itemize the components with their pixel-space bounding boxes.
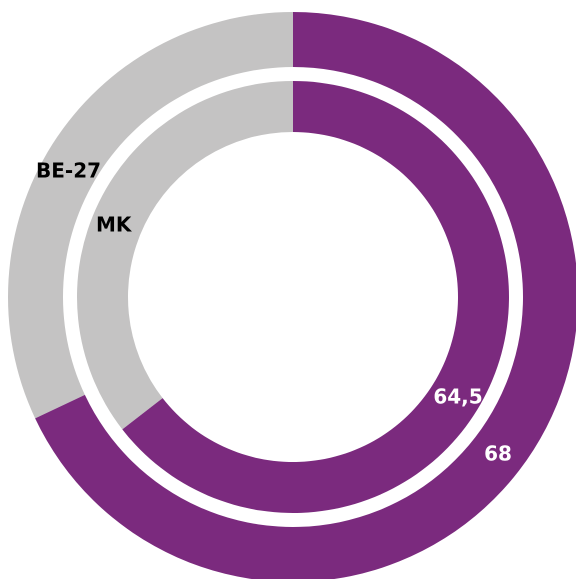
value-label: 68 [484, 442, 512, 466]
ring-rest [8, 12, 293, 419]
series-label: MK [96, 213, 133, 237]
ring-rest [77, 81, 293, 430]
series-label: BE-27 [36, 159, 101, 183]
value-label: 64,5 [433, 385, 482, 409]
